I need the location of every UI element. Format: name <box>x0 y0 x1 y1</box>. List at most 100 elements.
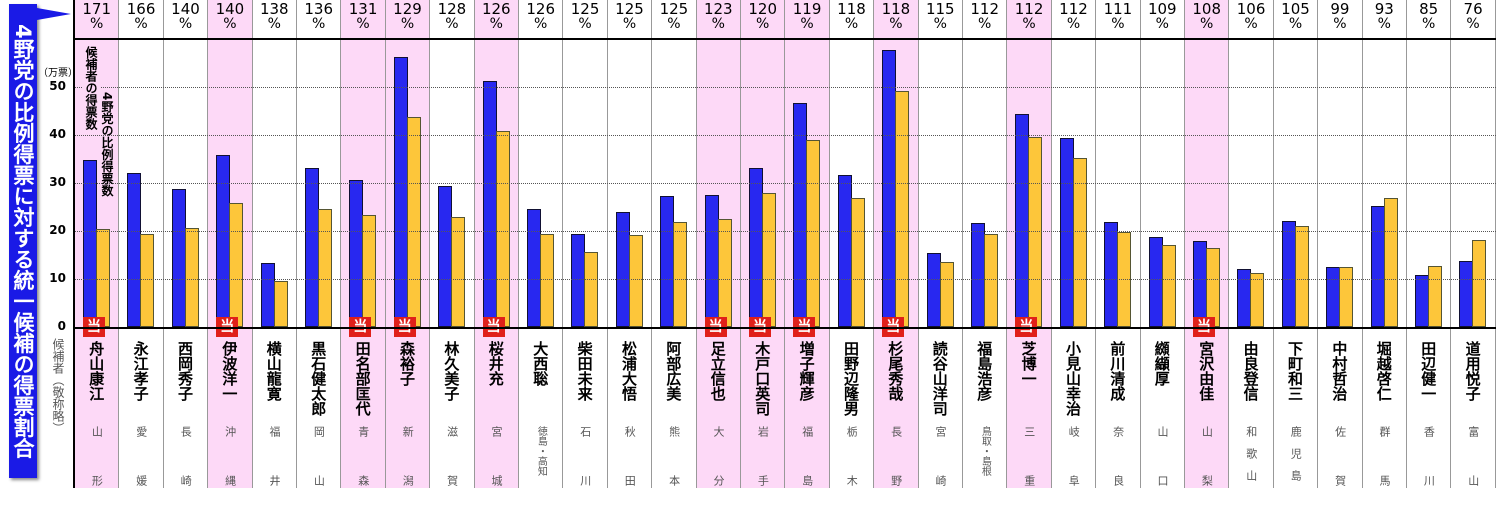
candidate-name: 杉尾秀哉 <box>886 341 905 401</box>
candidate-column: 109% 纐纈厚 山口 <box>1141 0 1185 524</box>
y-tick-label: 30 <box>49 175 66 189</box>
candidate-name: 小見山幸治 <box>1064 341 1082 416</box>
candidate-name: 福島浩彦 <box>975 341 994 401</box>
candidate-name: 由良登信 <box>1241 341 1260 401</box>
bar-candidate-votes <box>571 233 586 327</box>
bar-candidate-votes <box>1059 137 1074 327</box>
ratio-label: 171% <box>82 0 112 32</box>
prefecture: 和歌山 <box>1244 426 1258 492</box>
candidate-name: 堀越啓仁 <box>1374 341 1393 401</box>
y-tick-label: 40 <box>49 127 66 141</box>
bar-party-votes <box>1294 226 1309 327</box>
bar-candidate-votes <box>127 172 142 327</box>
bar-party-votes <box>850 197 865 327</box>
candidate-column: 166% 永江孝子 愛媛 <box>119 0 164 524</box>
prefecture: 福井 <box>267 426 281 524</box>
prefecture: 青森 <box>356 426 370 524</box>
header-divider <box>75 38 1496 40</box>
candidate-column: 112% 当芝博一 三重 <box>1007 0 1052 524</box>
ratio-label: 85% <box>1419 0 1439 32</box>
candidate-name: 木戸口英司 <box>753 341 772 416</box>
ratio-label: 112% <box>970 0 1000 32</box>
candidate-column: 111% 前川清成 奈良 <box>1096 0 1141 524</box>
bar-party-votes <box>184 228 199 327</box>
legend-candidate-votes: 候補者の得票数 <box>83 46 100 130</box>
bar-candidate-votes <box>171 189 186 327</box>
bar-party-votes <box>451 217 466 327</box>
bar-party-votes <box>1339 266 1354 327</box>
ratio-label: 108% <box>1192 0 1222 32</box>
prefecture: 沖縄 <box>223 426 237 524</box>
candidate-column: 125% 柴田未来 石川 <box>563 0 608 524</box>
ratio-label: 136% <box>304 0 334 32</box>
bar-party-votes <box>1250 273 1265 327</box>
candidate-column: 136% 黒石健太郎 岡山 <box>297 0 342 524</box>
candidate-column: 119% 当増子輝彦 福島 <box>785 0 830 524</box>
candidate-name: 田名部匡代 <box>353 341 372 416</box>
candidate-column: 129% 当森裕子 新潟 <box>385 0 431 524</box>
bar-party-votes <box>939 262 954 327</box>
candidate-column: 115% 読谷山洋司 宮崎 <box>919 0 963 524</box>
bar-party-votes <box>1472 240 1487 327</box>
gridline <box>75 183 1496 184</box>
bar-candidate-votes <box>971 222 985 327</box>
bar-candidate-votes <box>1237 268 1252 327</box>
prefecture: 山形 <box>90 426 104 524</box>
candidate-name: 西岡秀子 <box>176 341 194 401</box>
bar-party-votes <box>1206 248 1220 327</box>
chart-area: 171% 当舟山康江 山形 166% 永江孝子 愛媛 140% 西岡秀子 長崎 140% 当伊波洋一… <box>73 0 1496 524</box>
ratio-label: 125% <box>615 0 644 32</box>
prefecture: 山梨 <box>1200 426 1214 524</box>
prefecture: 栃木 <box>845 426 859 524</box>
bar-party-votes <box>628 234 643 327</box>
candidate-column: 118% 当杉尾秀哉 長野 <box>874 0 919 524</box>
bar-candidate-votes <box>482 81 497 327</box>
bar-party-votes <box>140 233 155 327</box>
candidate-name: 前川清成 <box>1108 341 1127 401</box>
ratio-label: 93% <box>1374 0 1394 32</box>
bar-candidate-votes <box>260 263 275 327</box>
bar-party-votes <box>673 221 688 327</box>
bar-candidate-votes <box>1104 221 1119 327</box>
candidate-name: 纐纈厚 <box>1152 341 1171 386</box>
ratio-label: 115% <box>925 0 955 32</box>
candidate-name: 伊波洋一 <box>220 341 239 401</box>
candidate-column: 126% 大西聡 徳島・高知 <box>519 0 564 488</box>
candidate-name: 芝博一 <box>1019 341 1038 386</box>
bar-candidate-votes <box>1370 205 1385 327</box>
ratio-label: 126% <box>481 0 511 32</box>
prefecture: 熊本 <box>667 426 681 524</box>
prefecture: 鹿児島 <box>1289 426 1303 492</box>
prefecture: 岩手 <box>756 426 770 524</box>
bar-candidate-votes <box>349 180 364 327</box>
prefecture: 長野 <box>889 426 903 524</box>
candidate-name: 増子輝彦 <box>797 341 816 401</box>
bar-party-votes <box>96 229 110 327</box>
prefecture: 福島 <box>800 426 814 524</box>
ratio-label: 126% <box>526 0 556 32</box>
candidate-name: 森裕子 <box>398 341 416 386</box>
ratio-label: 112% <box>1059 0 1088 32</box>
bar-party-votes <box>318 208 332 327</box>
prefecture: 岐阜 <box>1067 426 1081 524</box>
bar-candidate-votes <box>615 212 630 327</box>
bar-party-votes <box>584 252 599 327</box>
gridline <box>75 231 1496 232</box>
bar-party-votes <box>895 90 910 327</box>
ratio-label: 112% <box>1014 0 1044 32</box>
bar-party-votes <box>273 280 288 327</box>
prefecture: 奈良 <box>1111 426 1125 524</box>
ratio-label: 99% <box>1330 0 1350 32</box>
candidate-name: 道用悦子 <box>1463 341 1482 401</box>
ratio-label: 140% <box>171 0 200 32</box>
bar-party-votes <box>406 117 421 327</box>
bar-candidate-votes <box>926 253 941 327</box>
bar-candidate-votes <box>1148 237 1163 327</box>
title-pointer-arrow <box>37 8 71 20</box>
candidate-name: 柴田未来 <box>575 341 594 401</box>
legend-party-votes: 4野党の比例得票数 <box>100 92 114 197</box>
ratio-label: 125% <box>570 0 600 32</box>
candidate-name: 宮沢由佳 <box>1197 341 1216 401</box>
gridline <box>75 87 1496 88</box>
candidate-name: 永江孝子 <box>131 341 150 401</box>
